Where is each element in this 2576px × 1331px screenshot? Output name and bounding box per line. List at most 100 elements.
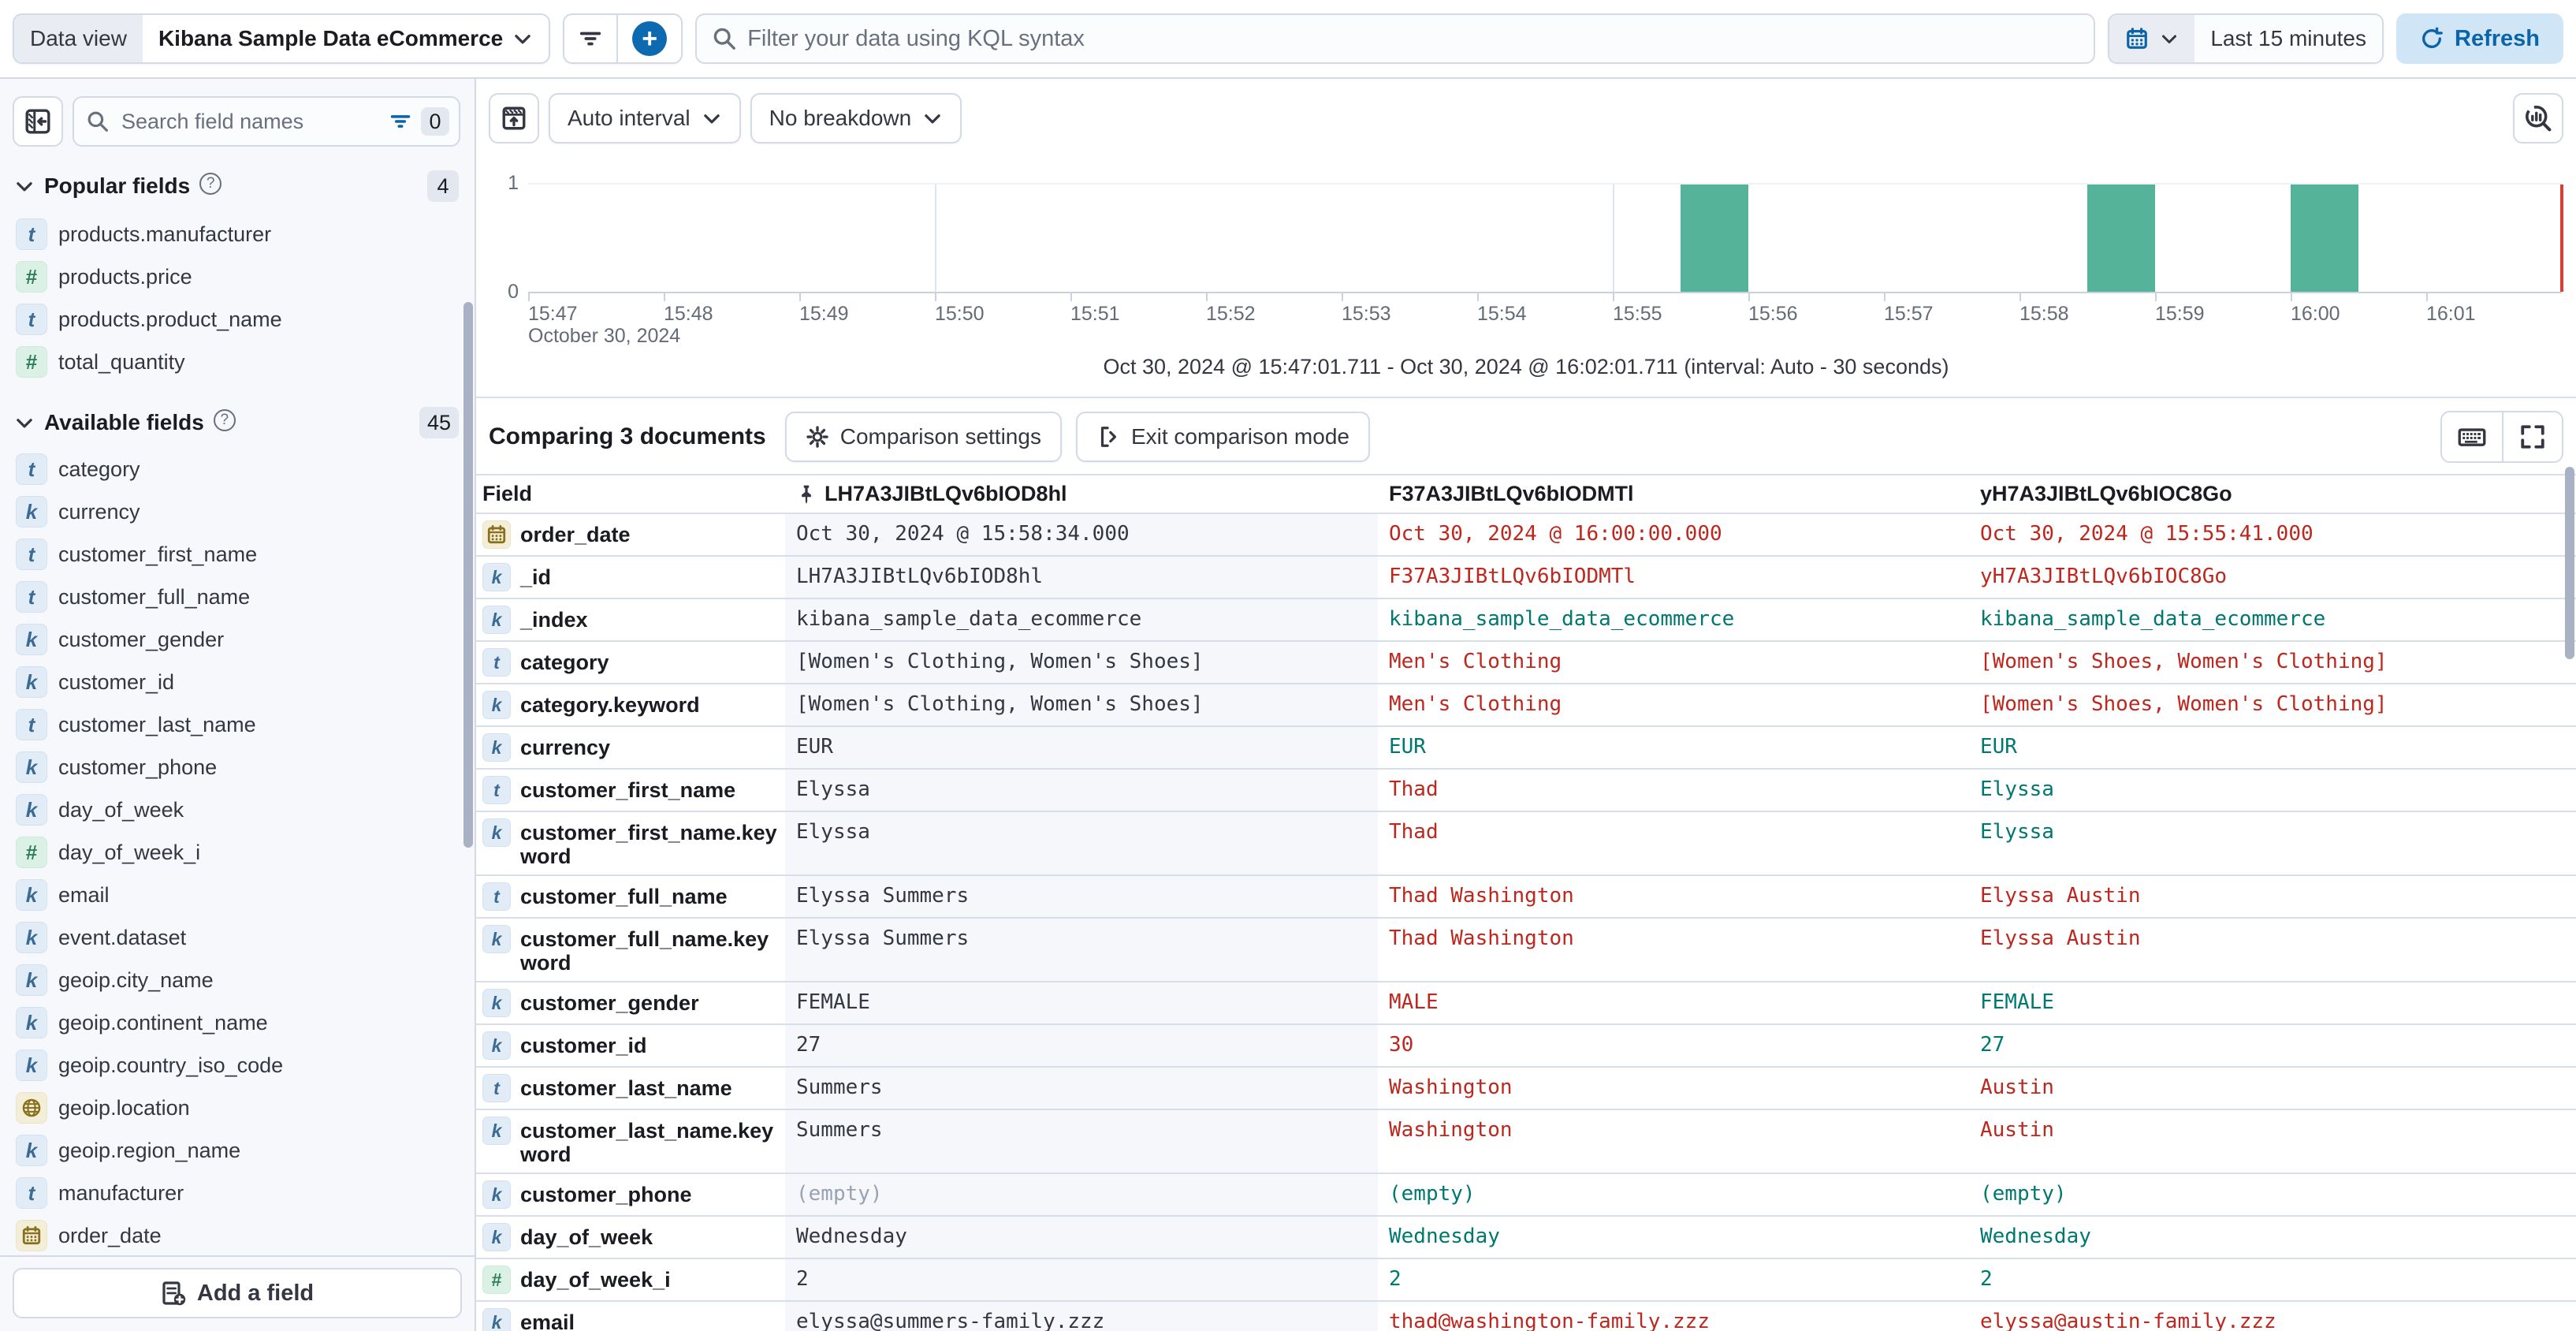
sidebar-field-item[interactable]: k event.dataset xyxy=(13,916,460,959)
refresh-button[interactable]: Refresh xyxy=(2396,13,2563,64)
data-view-value-button[interactable]: Kibana Sample Data eCommerce xyxy=(143,15,549,62)
calendar-icon xyxy=(2127,28,2148,49)
field-name-cell[interactable]: # day_of_week_i xyxy=(476,1259,785,1300)
x-axis-tick xyxy=(1206,293,1208,301)
field-type-badge: t xyxy=(16,539,47,570)
x-axis: October 30, 2024 15:47 15:48 15:49 15:50 15:… xyxy=(528,293,2562,347)
edit-visualization-button[interactable] xyxy=(2513,93,2563,144)
sidebar-field-item[interactable]: t customer_first_name xyxy=(13,533,460,576)
sidebar-field-item[interactable]: t products.manufacturer xyxy=(13,213,460,255)
field-name-cell[interactable]: k _index xyxy=(476,599,785,640)
data-view-picker[interactable]: Data view Kibana Sample Data eCommerce xyxy=(13,13,551,64)
value-cell-doc3: Elyssa Austin xyxy=(1980,926,2141,950)
field-filter-count: 0 xyxy=(421,107,449,136)
field-name-cell[interactable]: k customer_gender xyxy=(476,982,785,1023)
fields-sidebar: 0 Popular fields ? 4 t products.manufact… xyxy=(0,79,476,1331)
field-filter-button[interactable]: 0 xyxy=(378,98,459,145)
field-name-cell[interactable]: k customer_id xyxy=(476,1025,785,1066)
field-name-cell[interactable]: k customer_first_name.keyword xyxy=(476,812,785,874)
value-cell-base: [Women's Clothing, Women's Shoes] xyxy=(785,642,1378,683)
doc-column-header[interactable]: F37A3JIBtLQv6bIODMTl xyxy=(1378,475,1969,513)
sidebar-field-item[interactable]: # day_of_week_i xyxy=(13,831,460,874)
kql-query-input[interactable] xyxy=(747,25,2079,52)
sidebar-field-item[interactable]: order_date xyxy=(13,1214,460,1257)
globe-icon xyxy=(22,1098,41,1117)
sidebar-field-item[interactable]: k geoip.country_iso_code xyxy=(13,1044,460,1087)
sidebar-field-item[interactable]: k customer_id xyxy=(13,661,460,703)
sidebar-field-item[interactable]: t category xyxy=(13,448,460,490)
field-name-cell[interactable]: k day_of_week xyxy=(476,1217,785,1258)
value-cell-doc3: [Women's Shoes, Women's Clothing] xyxy=(1980,650,2388,673)
field-name-cell[interactable]: k customer_phone xyxy=(476,1174,785,1215)
field-name-cell[interactable]: k currency xyxy=(476,727,785,768)
sidebar-field-item[interactable]: t manufacturer xyxy=(13,1172,460,1214)
sidebar-field-item[interactable]: geoip.location xyxy=(13,1087,460,1129)
field-name-cell[interactable]: t category xyxy=(476,642,785,683)
keyboard-shortcuts-button[interactable] xyxy=(2442,412,2502,461)
collapse-sidebar-button[interactable] xyxy=(13,96,63,147)
field-name-cell[interactable]: t customer_first_name xyxy=(476,770,785,811)
sidebar-field-item[interactable]: t customer_full_name xyxy=(13,576,460,618)
interval-dropdown[interactable]: Auto interval xyxy=(549,93,741,144)
sidebar-field-item[interactable]: # products.price xyxy=(13,255,460,298)
histogram-bar[interactable] xyxy=(1681,185,1748,292)
field-item-label: customer_gender xyxy=(58,627,225,651)
histogram-plot-area[interactable] xyxy=(528,183,2563,293)
available-fields-header[interactable]: Available fields ? 45 xyxy=(14,407,459,438)
comparison-table: Field LH7A3JIBtLQv6bIOD8hl F37A3JIBtLQv6… xyxy=(476,474,2576,1331)
sidebar-field-item[interactable]: t customer_last_name xyxy=(13,703,460,746)
popular-fields-label: Popular fields xyxy=(44,173,191,198)
field-name-cell[interactable]: k customer_last_name.keyword xyxy=(476,1110,785,1173)
value-cell-base: LH7A3JIBtLQv6bIOD8hl xyxy=(785,557,1378,598)
field-name-cell[interactable]: k _id xyxy=(476,557,785,598)
field-type-badge: k xyxy=(16,751,47,783)
doc-column-header[interactable]: yH7A3JIBtLQv6bIOC8Go xyxy=(1969,475,2576,513)
main-content: Auto interval No breakdown 1 0 October 3… xyxy=(476,79,2576,1331)
x-axis-tick-label: 15:54 xyxy=(1477,303,1527,325)
table-scrollbar-thumb[interactable] xyxy=(2565,467,2574,659)
sidebar-field-item[interactable]: k geoip.region_name xyxy=(13,1129,460,1172)
field-name-cell[interactable]: k customer_full_name.keyword xyxy=(476,919,785,981)
field-name: customer_gender xyxy=(520,991,699,1015)
field-name-cell[interactable]: order_date xyxy=(476,514,785,555)
histogram-bar[interactable] xyxy=(2087,185,2155,292)
breakdown-dropdown[interactable]: No breakdown xyxy=(750,93,962,144)
time-range-value[interactable]: Last 15 minutes xyxy=(2194,15,2382,62)
kql-search-bar[interactable] xyxy=(695,13,2096,64)
field-name-cell[interactable]: t customer_full_name xyxy=(476,876,785,917)
field-name: customer_last_name xyxy=(520,1076,732,1100)
filter-button[interactable] xyxy=(564,15,616,62)
popular-fields-header[interactable]: Popular fields ? 4 xyxy=(14,170,459,202)
field-type-badge xyxy=(16,1220,47,1251)
field-name-cell[interactable]: k email xyxy=(476,1302,785,1331)
toggle-chart-button[interactable] xyxy=(489,93,539,144)
sidebar-field-item[interactable]: k customer_phone xyxy=(13,746,460,789)
sidebar-field-item[interactable]: k email xyxy=(13,874,460,916)
date-picker-menu-button[interactable] xyxy=(2109,15,2195,62)
comparison-settings-button[interactable]: Comparison settings xyxy=(784,412,1062,462)
x-axis-tick-label: 15:48 xyxy=(664,303,713,325)
sidebar-field-item[interactable]: k geoip.city_name xyxy=(13,959,460,1001)
add-field-button[interactable]: Add a field xyxy=(13,1268,462,1318)
sidebar-field-item[interactable]: k day_of_week xyxy=(13,789,460,831)
field-type-badge: t xyxy=(16,218,47,250)
sidebar-scrollbar-thumb[interactable] xyxy=(463,302,473,848)
field-search-input[interactable] xyxy=(109,109,378,134)
fullscreen-button[interactable] xyxy=(2502,412,2562,461)
doc-column-header[interactable]: LH7A3JIBtLQv6bIOD8hl xyxy=(785,475,1378,513)
sidebar-field-item[interactable]: k currency xyxy=(13,490,460,533)
field-name-cell[interactable]: k category.keyword xyxy=(476,684,785,725)
refresh-label: Refresh xyxy=(2455,25,2540,51)
sidebar-field-item[interactable]: # total_quantity xyxy=(13,341,460,383)
add-field-icon xyxy=(162,1281,186,1306)
field-name-cell[interactable]: t customer_last_name xyxy=(476,1068,785,1109)
table-row: k customer_gender FEMALE MALE FEMALE xyxy=(476,982,2576,1025)
value-cell-base: EUR xyxy=(785,727,1378,768)
sidebar-field-item[interactable]: k geoip.continent_name xyxy=(13,1001,460,1044)
sidebar-field-item[interactable]: k customer_gender xyxy=(13,618,460,661)
sidebar-field-item[interactable]: t products.product_name xyxy=(13,298,460,341)
exit-comparison-button[interactable]: Exit comparison mode xyxy=(1075,412,1370,462)
field-name: category xyxy=(520,651,609,674)
histogram-bar[interactable] xyxy=(2291,185,2358,292)
add-filter-button[interactable]: + xyxy=(618,15,681,62)
